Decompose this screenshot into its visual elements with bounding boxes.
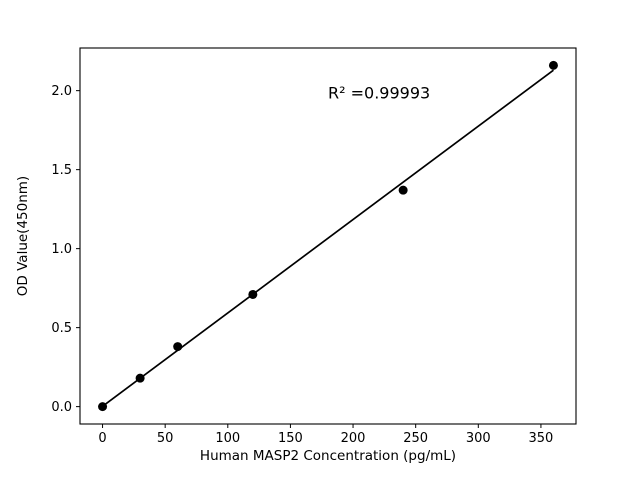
y-axis-label: OD Value(450nm)	[15, 176, 31, 296]
y-tick-label: 2.0	[51, 84, 72, 99]
x-tick-label: 200	[341, 431, 366, 446]
x-tick-label: 0	[98, 431, 106, 446]
x-tick-label: 250	[403, 431, 428, 446]
y-tick-label: 0.5	[51, 321, 72, 336]
data-point	[548, 60, 558, 70]
x-tick-label: 350	[529, 431, 554, 446]
x-tick-label: 150	[278, 431, 303, 446]
r-squared-annotation: R² =0.99993	[328, 84, 430, 103]
x-axis-label: Human MASP2 Concentration (pg/mL)	[200, 448, 456, 464]
data-point	[135, 373, 145, 383]
y-tick-label: 0.0	[51, 400, 72, 415]
x-tick-label: 100	[215, 431, 240, 446]
y-tick-label: 1.5	[51, 163, 72, 178]
data-point	[173, 342, 183, 352]
x-tick-label: 50	[157, 431, 174, 446]
plot-frame	[79, 47, 577, 425]
data-point	[398, 185, 408, 195]
x-tick-label: 300	[466, 431, 491, 446]
data-point	[98, 402, 108, 412]
data-point	[248, 289, 258, 299]
y-tick-label: 1.0	[51, 242, 72, 257]
